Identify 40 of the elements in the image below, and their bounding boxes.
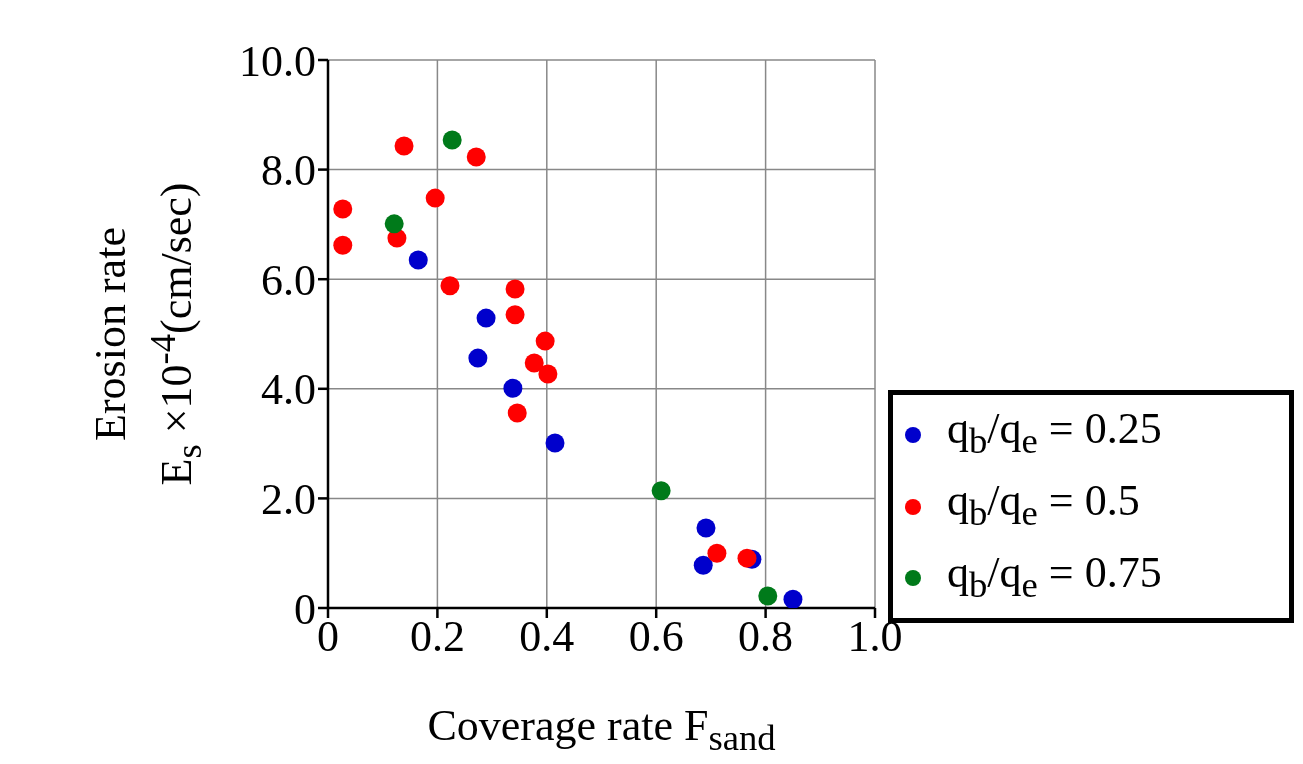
point bbox=[507, 403, 527, 423]
point bbox=[333, 199, 353, 219]
point bbox=[707, 543, 727, 563]
x-tick-label: 0.8 bbox=[738, 612, 794, 662]
point bbox=[737, 548, 757, 568]
y-tick-label: 2.0 bbox=[261, 475, 316, 525]
x-tick-label: 0.6 bbox=[628, 612, 684, 662]
point bbox=[466, 147, 486, 167]
point bbox=[384, 214, 404, 234]
point bbox=[425, 188, 445, 208]
point bbox=[442, 130, 462, 150]
x-axis-title: Coverage rate F$_{sand}$ bbox=[426, 700, 777, 759]
legend-label: q$_{b}$/q$_{e}$ = 0.5 bbox=[947, 474, 1140, 535]
y-tick-label: 10.0 bbox=[239, 36, 316, 86]
x-tick-label: 0.2 bbox=[409, 612, 465, 662]
point bbox=[545, 433, 565, 453]
point bbox=[524, 353, 544, 373]
point bbox=[505, 279, 525, 299]
point bbox=[651, 481, 671, 501]
point bbox=[758, 586, 778, 606]
point bbox=[783, 589, 803, 608]
legend-label: q$_{b}$/q$_{e}$ = 0.25 bbox=[947, 403, 1162, 463]
point bbox=[503, 378, 523, 398]
point bbox=[693, 555, 713, 575]
y-tick-label: 6.0 bbox=[261, 255, 316, 305]
x-tick-label: 1.0 bbox=[847, 612, 903, 662]
point bbox=[538, 364, 558, 384]
x-tick-label: 0.4 bbox=[519, 612, 575, 662]
point bbox=[440, 276, 460, 296]
y-tick-label: 4.0 bbox=[261, 365, 316, 415]
point bbox=[394, 136, 414, 156]
point bbox=[505, 305, 525, 325]
point bbox=[535, 331, 555, 351]
point bbox=[333, 235, 353, 255]
point bbox=[696, 518, 716, 538]
point bbox=[476, 308, 496, 328]
legend-label: q$_{b}$/q$_{e}$ = 0.75 bbox=[947, 546, 1162, 607]
y-tick-label: 8.0 bbox=[261, 146, 316, 196]
point bbox=[408, 250, 428, 270]
point bbox=[468, 348, 488, 368]
